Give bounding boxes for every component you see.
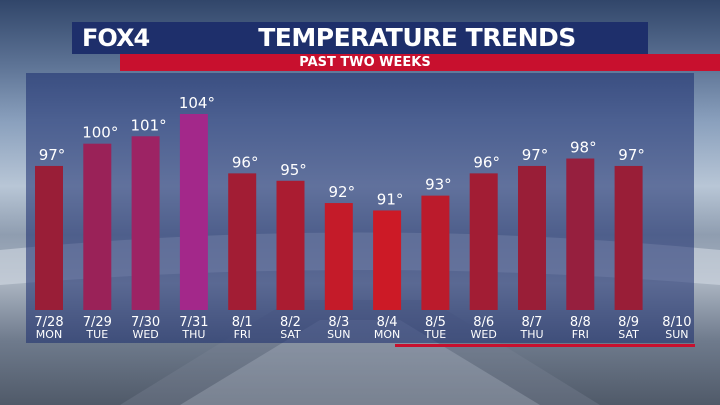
bar-8/4 [373, 210, 402, 310]
date-label-8/2: 8/2 [280, 315, 301, 330]
value-label-8/5: 93° [425, 176, 452, 194]
day-label-7/31: THU [181, 328, 205, 341]
date-label-8/9: 8/9 [618, 315, 639, 330]
date-label-7/29: 7/29 [83, 315, 112, 330]
day-label-8/6: WED [471, 328, 497, 341]
date-label-7/30: 7/30 [131, 315, 160, 330]
bar-7/30 [131, 136, 160, 310]
date-label-8/4: 8/4 [377, 315, 398, 330]
fox4-logo: FOX4 [82, 24, 150, 52]
date-label-8/3: 8/3 [328, 315, 349, 330]
day-label-7/29: TUE [85, 328, 108, 341]
value-label-8/1: 96° [232, 153, 259, 171]
bar-8/5 [421, 195, 450, 310]
bar-8/2 [276, 180, 305, 310]
value-label-7/30: 101° [131, 116, 167, 134]
date-label-8/8: 8/8 [570, 315, 591, 330]
date-label-8/7: 8/7 [522, 315, 543, 330]
bar-8/1 [228, 173, 257, 310]
bar-7/31 [179, 114, 208, 310]
date-label-7/31: 7/31 [179, 315, 208, 330]
day-label-8/10: SUN [665, 328, 688, 341]
value-label-8/4: 91° [377, 190, 404, 208]
day-label-8/4: MON [374, 328, 400, 341]
value-label-7/28: 97° [39, 146, 66, 164]
value-label-7/29: 100° [82, 124, 118, 142]
day-label-8/2: SAT [280, 328, 301, 341]
bar-8/6 [469, 173, 498, 310]
day-label-8/3: SUN [327, 328, 350, 341]
day-label-7/28: MON [36, 328, 62, 341]
accent-line [395, 344, 695, 347]
subtitle-banner: PAST TWO WEEKS [120, 54, 720, 71]
value-label-8/7: 97° [522, 146, 549, 164]
page-title: TEMPERATURE TRENDS [258, 23, 576, 52]
day-label-8/7: THU [519, 328, 543, 341]
value-label-8/2: 95° [280, 161, 307, 179]
value-label-8/6: 96° [473, 153, 500, 171]
value-label-7/31: 104° [179, 94, 215, 112]
value-label-8/9: 97° [618, 146, 645, 164]
date-label-8/5: 8/5 [425, 315, 446, 330]
day-label-8/5: TUE [424, 328, 447, 341]
date-label-8/10: 8/10 [662, 315, 691, 330]
bar-7/29 [83, 143, 112, 310]
date-label-8/6: 8/6 [473, 315, 494, 330]
day-label-7/30: WED [132, 328, 158, 341]
logo-text: FOX4 [82, 24, 150, 52]
bar-8/9 [614, 165, 643, 310]
value-label-8/3: 92° [329, 183, 356, 201]
date-label-8/1: 8/1 [232, 315, 253, 330]
bar-8/7 [518, 165, 546, 310]
subtitle: PAST TWO WEEKS [299, 55, 431, 70]
day-label-8/8: FRI [572, 328, 589, 341]
day-label-8/1: FRI [234, 328, 251, 341]
bar-7/28 [35, 165, 63, 310]
bar-8/8 [566, 158, 595, 310]
title-banner: FOX4 TEMPERATURE TRENDS [72, 22, 648, 54]
date-label-7/28: 7/28 [34, 315, 63, 330]
bar-8/3 [324, 203, 353, 310]
day-label-8/9: SAT [618, 328, 639, 341]
value-label-8/8: 98° [570, 139, 597, 157]
